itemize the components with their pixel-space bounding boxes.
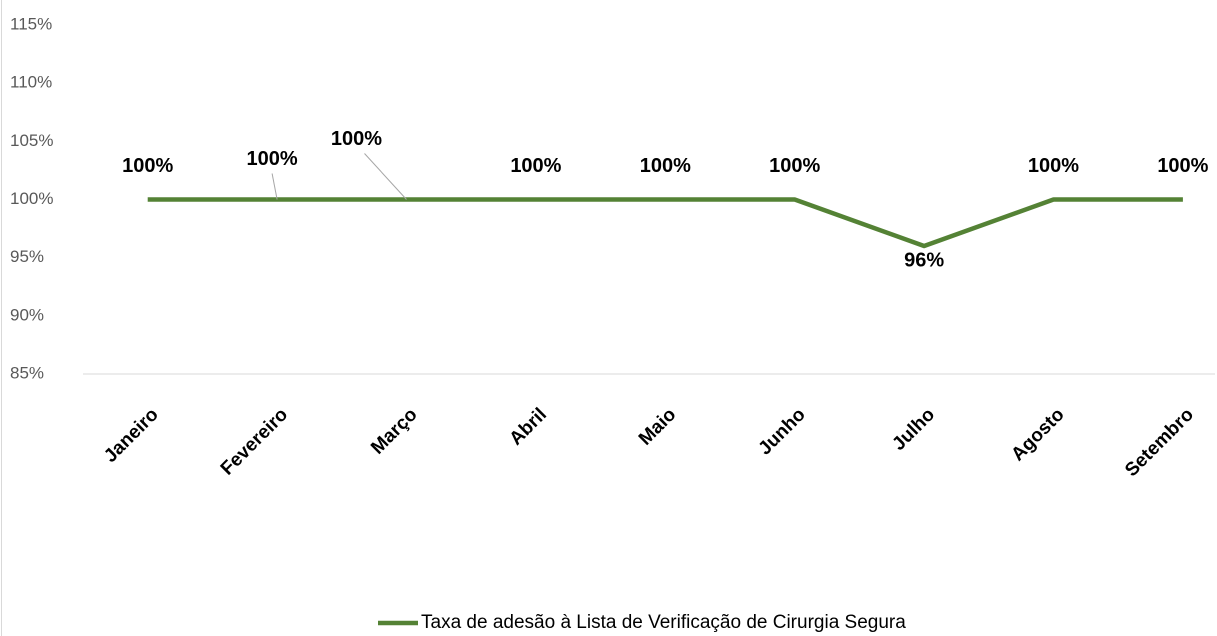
data-label: 100% [640, 155, 691, 177]
data-label: 100% [1157, 155, 1208, 177]
leader-line [271, 173, 278, 200]
y-tick-label: 100% [10, 189, 53, 208]
data-label: 100% [122, 155, 173, 177]
x-tick-label: Setembro [1121, 404, 1198, 481]
data-label: 100% [1028, 155, 1079, 177]
data-label: 100% [331, 128, 382, 150]
data-label: 96% [904, 249, 944, 271]
x-tick-label: Fevereiro [217, 404, 292, 479]
y-tick-label: 110% [10, 73, 52, 92]
x-tick-label: Junho [755, 404, 810, 459]
x-tick-label: Agosto [1007, 404, 1068, 465]
x-tick-label: Maio [635, 404, 680, 449]
x-tick-label: Abril [506, 404, 551, 449]
data-label: 100% [247, 148, 298, 170]
x-tick-label: Março [367, 404, 421, 458]
y-tick-label: 115% [10, 14, 52, 33]
y-tick-label: 90% [10, 305, 44, 324]
legend-label: Taxa de adesão à Lista de Verificação de… [421, 612, 906, 633]
leader-line [364, 153, 407, 200]
y-tick-label: 85% [10, 363, 44, 382]
data-line [147, 197, 1183, 249]
y-tick-label: 105% [10, 131, 53, 150]
x-tick-label: Julho [889, 404, 940, 455]
data-label: 100% [769, 155, 820, 177]
y-tick-label: 95% [10, 247, 44, 266]
data-label: 100% [510, 155, 561, 177]
x-tick-label: Janeiro [100, 404, 163, 467]
